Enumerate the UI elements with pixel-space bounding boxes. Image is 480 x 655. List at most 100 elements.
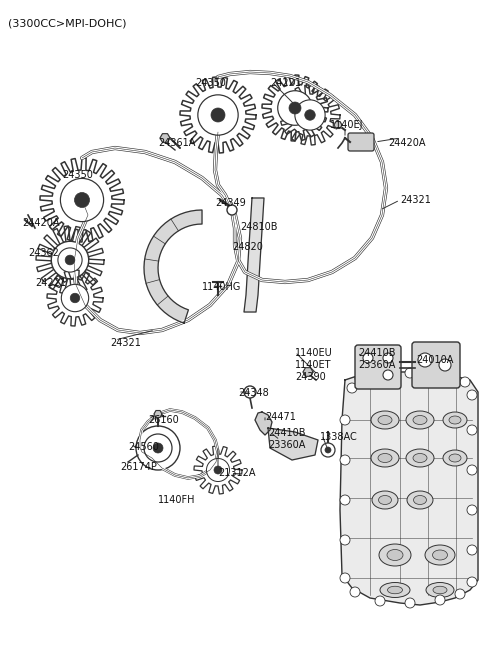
Text: 24420A: 24420A: [22, 218, 60, 228]
Text: 24810B: 24810B: [240, 222, 277, 232]
Circle shape: [51, 241, 89, 278]
Text: 24350: 24350: [62, 170, 93, 180]
Text: 24321: 24321: [110, 338, 141, 348]
Text: 1140EU: 1140EU: [295, 348, 333, 358]
Ellipse shape: [380, 582, 410, 597]
Circle shape: [363, 353, 373, 363]
Ellipse shape: [379, 544, 411, 566]
Circle shape: [144, 434, 172, 462]
Circle shape: [455, 589, 465, 599]
Polygon shape: [255, 412, 272, 435]
Ellipse shape: [407, 491, 433, 509]
Circle shape: [60, 178, 104, 221]
Circle shape: [278, 91, 312, 125]
Text: 24390: 24390: [295, 372, 326, 382]
Ellipse shape: [443, 450, 467, 466]
Ellipse shape: [387, 550, 403, 561]
Ellipse shape: [443, 412, 467, 428]
Polygon shape: [194, 446, 242, 494]
Ellipse shape: [449, 416, 461, 424]
Polygon shape: [268, 428, 318, 460]
FancyBboxPatch shape: [355, 345, 401, 389]
Text: 24349: 24349: [215, 198, 246, 208]
Polygon shape: [244, 198, 264, 312]
Ellipse shape: [378, 453, 392, 462]
Circle shape: [305, 110, 315, 121]
Polygon shape: [303, 367, 313, 377]
Circle shape: [405, 598, 415, 608]
Text: 24471: 24471: [265, 412, 296, 422]
Circle shape: [375, 596, 385, 606]
Polygon shape: [40, 158, 124, 242]
Circle shape: [65, 255, 75, 265]
Circle shape: [70, 293, 80, 303]
Text: 1140ET: 1140ET: [295, 360, 332, 370]
Circle shape: [325, 447, 331, 453]
Circle shape: [136, 426, 180, 470]
Circle shape: [418, 353, 432, 367]
Circle shape: [244, 386, 256, 398]
Text: 24321: 24321: [400, 195, 431, 205]
Text: 24362: 24362: [28, 248, 59, 258]
Text: 24361A: 24361A: [158, 138, 195, 148]
Ellipse shape: [413, 453, 427, 462]
Circle shape: [467, 425, 477, 435]
Ellipse shape: [379, 495, 392, 504]
Text: (3300CC>MPI-DOHC): (3300CC>MPI-DOHC): [8, 18, 127, 28]
Polygon shape: [144, 210, 202, 323]
Polygon shape: [160, 134, 170, 142]
Text: 26174P: 26174P: [120, 462, 157, 472]
Circle shape: [435, 595, 445, 605]
Circle shape: [74, 193, 89, 208]
Text: 1140FH: 1140FH: [158, 495, 195, 505]
Circle shape: [214, 466, 222, 474]
Circle shape: [206, 458, 229, 481]
FancyBboxPatch shape: [412, 342, 460, 388]
Ellipse shape: [426, 582, 454, 597]
Text: 24350: 24350: [195, 78, 226, 88]
Polygon shape: [262, 75, 328, 141]
Circle shape: [61, 284, 89, 312]
Text: 24410B: 24410B: [268, 428, 305, 438]
Circle shape: [211, 108, 225, 122]
Circle shape: [340, 415, 350, 425]
Text: 24410B: 24410B: [358, 348, 396, 358]
Text: 1338AC: 1338AC: [320, 432, 358, 442]
Text: 24560: 24560: [128, 442, 159, 452]
Ellipse shape: [413, 415, 427, 424]
Text: 24348: 24348: [238, 388, 269, 398]
Circle shape: [340, 495, 350, 505]
Ellipse shape: [432, 550, 447, 560]
Text: 26160: 26160: [148, 415, 179, 425]
Circle shape: [198, 95, 238, 135]
Ellipse shape: [371, 449, 399, 467]
Circle shape: [435, 370, 445, 380]
Ellipse shape: [371, 411, 399, 429]
Polygon shape: [334, 122, 342, 128]
Text: 24221: 24221: [35, 278, 66, 288]
Circle shape: [383, 370, 393, 380]
Circle shape: [439, 359, 451, 371]
Circle shape: [340, 573, 350, 583]
Circle shape: [405, 368, 415, 378]
Circle shape: [467, 390, 477, 400]
Circle shape: [375, 369, 385, 379]
Text: 24010A: 24010A: [416, 355, 454, 365]
Circle shape: [289, 102, 301, 114]
Circle shape: [467, 505, 477, 515]
Circle shape: [295, 100, 325, 130]
Ellipse shape: [413, 495, 427, 504]
Circle shape: [467, 465, 477, 475]
Circle shape: [467, 577, 477, 587]
Text: 21312A: 21312A: [218, 468, 255, 478]
Circle shape: [340, 455, 350, 465]
Ellipse shape: [387, 586, 403, 593]
Circle shape: [460, 377, 470, 387]
Circle shape: [58, 248, 82, 272]
Polygon shape: [47, 270, 103, 326]
Ellipse shape: [425, 545, 455, 565]
Text: 24420A: 24420A: [388, 138, 425, 148]
Text: 23360A: 23360A: [358, 360, 396, 370]
Circle shape: [467, 545, 477, 555]
Circle shape: [350, 587, 360, 597]
